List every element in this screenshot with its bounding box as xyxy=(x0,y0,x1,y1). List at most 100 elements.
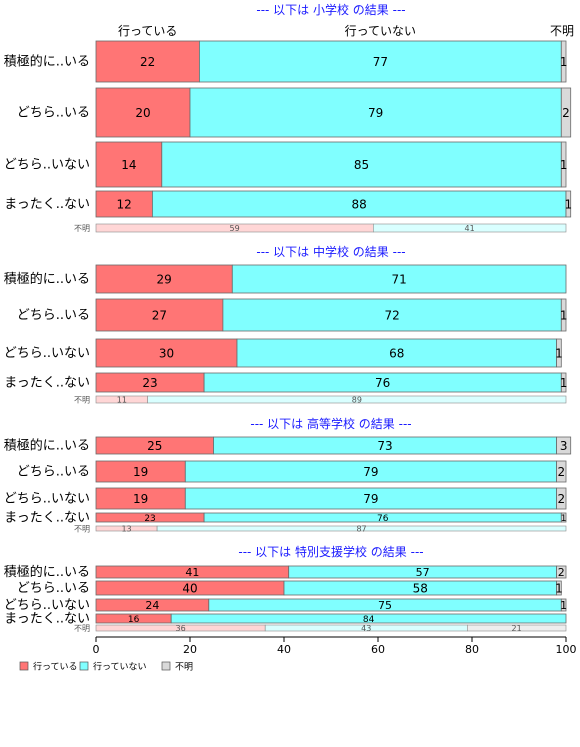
data-label: 1 xyxy=(555,582,563,596)
data-label: 1 xyxy=(560,158,568,172)
data-label: 77 xyxy=(373,55,388,69)
bar-segment xyxy=(236,338,558,368)
column-header: 行っていない xyxy=(345,24,416,38)
bar-segment xyxy=(189,87,562,138)
bar-segment xyxy=(161,141,562,188)
data-label: 79 xyxy=(368,106,383,120)
column-header: 行っている xyxy=(118,24,177,38)
bar-segment xyxy=(231,264,567,294)
data-label: 2 xyxy=(562,106,570,120)
category-label: どちら..いる xyxy=(17,465,90,480)
category-label: どちら..いない xyxy=(4,346,90,361)
bar-segment xyxy=(560,141,567,188)
x-tick-label: 40 xyxy=(277,643,291,656)
data-label: 27 xyxy=(152,309,167,323)
category-label: まったく..ない xyxy=(4,376,90,391)
unknown-data-label: 21 xyxy=(512,624,522,633)
bar-segment xyxy=(95,141,163,188)
unknown-data-label: 41 xyxy=(465,224,475,233)
data-label: 76 xyxy=(375,376,390,390)
bar-segment xyxy=(560,598,567,612)
unknown-row-label: 不明 xyxy=(74,525,90,534)
data-label: 1 xyxy=(560,376,568,390)
legend-label: 行っていない xyxy=(93,661,147,673)
data-label: 19 xyxy=(133,465,148,479)
bar-segment xyxy=(556,338,562,368)
bar-segment xyxy=(198,40,562,83)
data-label: 1 xyxy=(560,55,568,69)
data-label: 58 xyxy=(413,582,428,596)
legend-label: 不明 xyxy=(175,662,193,673)
x-tick-label: 100 xyxy=(556,643,577,656)
category-label: 積極的に..いる xyxy=(4,54,90,70)
bar-segment xyxy=(95,298,224,332)
data-label: 72 xyxy=(384,309,399,323)
legend-swatch xyxy=(79,661,89,671)
category-label: 積極的に..いる xyxy=(4,564,90,580)
x-tick-label: 80 xyxy=(465,643,479,656)
data-label: 25 xyxy=(147,439,162,453)
category-label: どちら..いない xyxy=(4,492,90,507)
data-label: 1 xyxy=(560,309,568,323)
category-label: どちら..いない xyxy=(4,158,90,173)
unknown-segment xyxy=(147,395,567,404)
data-label: 57 xyxy=(416,566,430,579)
legend-swatch xyxy=(19,661,29,671)
category-label: どちら..いない xyxy=(4,598,90,613)
data-label: 68 xyxy=(389,347,404,361)
unknown-data-label: 11 xyxy=(117,396,127,405)
section-title: --- 以下は 小学校 の結果 --- xyxy=(256,2,405,17)
bar-segment xyxy=(95,264,233,294)
bar-segment xyxy=(556,487,567,510)
data-label: 2 xyxy=(557,465,565,479)
bar-segment xyxy=(560,40,567,83)
data-label: 3 xyxy=(560,439,568,453)
unknown-data-label: 36 xyxy=(176,624,186,633)
bar-segment xyxy=(222,298,562,332)
section-title: --- 以下は 特別支援学校 の結果 --- xyxy=(238,544,423,559)
unknown-data-label: 13 xyxy=(121,525,131,534)
data-label: 20 xyxy=(135,106,150,120)
unknown-data-label: 87 xyxy=(356,525,366,534)
data-label: 19 xyxy=(133,492,148,506)
data-label: 14 xyxy=(121,158,136,172)
data-label: 23 xyxy=(144,514,155,524)
data-label: 24 xyxy=(145,599,159,612)
section-title: --- 以下は 高等学校 の結果 --- xyxy=(250,416,411,431)
bar-segment xyxy=(556,580,562,596)
column-header: 不明 xyxy=(550,24,574,38)
bar-segment xyxy=(95,190,153,218)
data-label: 2 xyxy=(557,492,565,506)
data-label: 1 xyxy=(565,198,573,212)
unknown-segment xyxy=(372,223,567,233)
data-label: 41 xyxy=(185,566,199,579)
unknown-segment xyxy=(156,525,567,532)
data-label: 1 xyxy=(560,599,567,612)
section-title: --- 以下は 中学校 の結果 --- xyxy=(256,244,405,259)
bar-segment xyxy=(560,512,567,523)
x-tick-label: 60 xyxy=(371,643,385,656)
unknown-data-label: 89 xyxy=(352,396,362,405)
data-label: 16 xyxy=(128,615,140,625)
unknown-data-label: 43 xyxy=(361,624,371,633)
bar-segment xyxy=(95,338,238,368)
category-label: まったく..ない xyxy=(4,511,90,526)
bar-segment xyxy=(556,565,567,579)
unknown-segment xyxy=(466,624,567,632)
data-label: 76 xyxy=(377,514,389,524)
bar-segment xyxy=(560,87,572,138)
x-tick-label: 0 xyxy=(93,643,100,656)
legend-label: 行っている xyxy=(33,661,78,673)
bar-segment xyxy=(560,372,567,393)
data-label: 2 xyxy=(558,566,565,579)
data-label: 79 xyxy=(363,465,378,479)
data-label: 29 xyxy=(157,273,172,287)
bar-segment xyxy=(95,40,200,83)
data-label: 30 xyxy=(159,347,174,361)
category-label: どちら..いる xyxy=(17,308,90,323)
category-label: 積極的に..いる xyxy=(4,271,90,287)
bar-segment xyxy=(565,190,572,218)
unknown-data-label: 59 xyxy=(230,224,240,233)
data-label: 84 xyxy=(363,615,375,625)
